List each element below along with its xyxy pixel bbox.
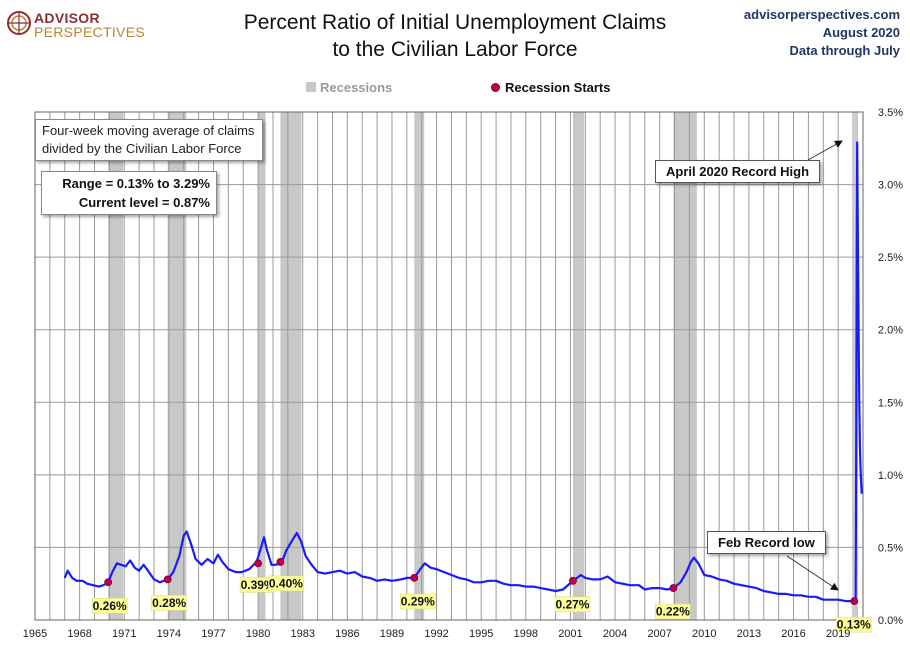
recession-band-2 (258, 112, 266, 620)
recession-start-dot (850, 597, 859, 606)
x-tick-label: 1995 (469, 628, 493, 640)
current-level-text: Current level = 0.87% (78, 195, 210, 210)
source-date: August 2020 (822, 25, 900, 40)
record-high-callout: April 2020 Record High (655, 160, 821, 183)
x-tick-label: 1974 (157, 628, 181, 640)
x-tick-label: 1968 (67, 628, 91, 640)
recession-band-4 (414, 112, 425, 620)
recession-start-label: 0.27% (555, 597, 589, 611)
claims-ratio-line (63, 141, 863, 603)
advisor-perspectives-logo-icon (7, 11, 31, 35)
recession-start-label: 0.40% (269, 576, 303, 590)
logo-text-advisor: ADVISOR (34, 10, 100, 26)
x-tick-label: 1980 (246, 628, 270, 640)
x-tick-label: 1983 (290, 628, 314, 640)
logo-text-perspectives: PERSPECTIVES (34, 24, 145, 40)
x-tick-label: 1986 (335, 628, 359, 640)
data-through: Data through July (789, 43, 900, 58)
methodology-note: Four-week moving average of claims divid… (35, 119, 263, 161)
recession-start-dot (163, 575, 172, 584)
recession-band-5 (572, 112, 585, 620)
chart-title-line2: to the Civilian Labor Force (332, 38, 578, 61)
legend-recessions: Recessions (306, 78, 392, 96)
annotation-arrows (786, 140, 843, 591)
y-tick-label: 0.0% (878, 615, 903, 627)
x-tick-label: 2007 (647, 628, 671, 640)
y-tick-label: 1.5% (878, 397, 903, 409)
recession-start-label: 0.28% (152, 596, 186, 610)
x-tick-label: 2013 (737, 628, 761, 640)
recession-band-1 (167, 112, 187, 620)
x-tick-label: 1965 (23, 628, 47, 640)
x-tick-label: 1998 (514, 628, 538, 640)
legend-recession-starts: Recession Starts (491, 78, 611, 96)
recession-start-dot (569, 576, 577, 585)
x-tick-label: 2016 (781, 628, 805, 640)
recession-start-label-bg (554, 596, 591, 613)
x-tick-label: 1989 (380, 628, 404, 640)
recession-start-dot (104, 578, 113, 587)
x-tick-label: 2010 (692, 628, 716, 640)
x-tick-label: 1977 (201, 628, 225, 640)
x-tick-label: 1971 (112, 628, 136, 640)
legend-recession-starts-label: Recession Starts (505, 79, 611, 95)
record-low-arrow (786, 555, 839, 591)
recession-start-label: 0.22% (656, 605, 690, 619)
record-low-callout: Feb Record low (707, 531, 826, 554)
recession-start-label-bg (655, 603, 691, 620)
recession-start-label-bg (400, 593, 436, 610)
logo: ADVISOR PERSPECTIVES (6, 8, 146, 40)
recession-start-dot (254, 559, 263, 568)
recession-start-label: 0.26% (93, 599, 127, 613)
recession-start-label: 0.29% (401, 594, 435, 608)
x-tick-label: 1992 (424, 628, 448, 640)
x-tick-label: 2001 (558, 628, 582, 640)
x-tick-label: 2004 (603, 628, 627, 640)
y-tick-label: 3.5% (878, 107, 903, 119)
record-high-arrow (807, 140, 843, 161)
recession-start-dot (410, 574, 419, 582)
recession-start-label: 0.13% (837, 618, 871, 632)
series-line (63, 141, 863, 603)
recession-start-label-bg (268, 575, 304, 592)
recession-start-dot (669, 584, 678, 592)
tick-labels: 1965 1968 1971 1974 1977 1980 1983 1986 1989 1992… (23, 107, 903, 640)
y-tick-label: 1.0% (878, 470, 903, 482)
x-tick-label: 2019 (826, 628, 850, 640)
legend-recessions-label: Recessions (320, 79, 393, 95)
recession-start-dot (276, 558, 285, 566)
recession-start-dot-icon (491, 82, 500, 92)
chart-title-line1: Percent Ratio of Initial Unemployment Cl… (243, 11, 667, 34)
recession-band-0 (108, 112, 124, 620)
plot-frame (34, 111, 864, 621)
range-text: Range = 0.13% to 3.29% (62, 176, 210, 191)
recession-start-label-bg (91, 598, 128, 614)
recession-band-3 (280, 112, 302, 620)
y-tick-label: 3.0% (878, 180, 903, 192)
recession-start-markers: 0.26% 0.28% 0.39%0.40% 0.29% 0.27% 0.22% 0.13% (91, 558, 872, 633)
y-tick-label: 0.5% (878, 542, 903, 554)
recession-swatch-icon (306, 82, 316, 92)
recession-band-6 (673, 112, 697, 620)
recession-start-label: 0.39% (241, 578, 275, 592)
source-site: advisorperspectives.com (743, 7, 900, 22)
range-note: Range = 0.13% to 3.29% Current level = 0… (41, 171, 217, 215)
y-tick-label: 2.0% (878, 325, 903, 337)
note-line2: divided by the Civilian Labor Force (42, 141, 242, 156)
y-tick-label: 2.5% (878, 252, 903, 264)
recession-start-label-bg (151, 595, 187, 611)
axes (34, 111, 864, 621)
recession-start-label-bg (835, 616, 872, 633)
note-line1: Four-week moving average of claims (42, 123, 255, 138)
